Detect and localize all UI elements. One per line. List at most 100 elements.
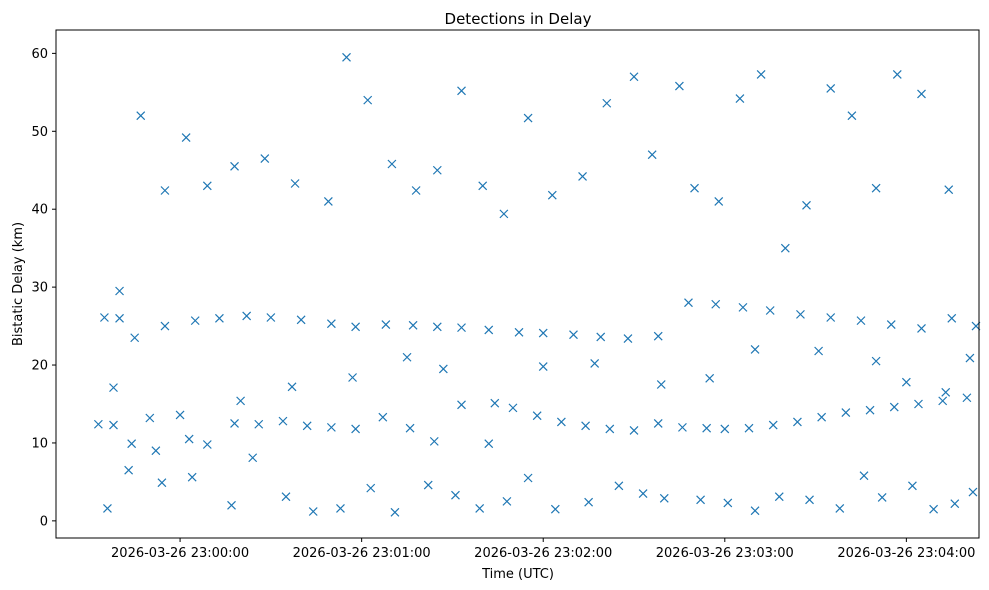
chart-title: Detections in Delay <box>445 10 592 28</box>
data-point <box>523 473 533 483</box>
data-point <box>99 313 109 322</box>
data-point <box>780 243 790 253</box>
data-point <box>160 186 170 195</box>
data-point <box>184 434 194 444</box>
data-point <box>124 465 134 475</box>
data-point <box>187 472 197 482</box>
data-point <box>254 419 264 429</box>
data-point <box>596 332 606 342</box>
data-point <box>484 439 494 449</box>
data-point <box>278 416 288 426</box>
data-point <box>847 111 857 121</box>
data-point <box>871 356 881 366</box>
data-point <box>590 359 600 368</box>
data-point <box>348 373 357 382</box>
data-point <box>136 111 146 121</box>
data-point <box>423 480 433 490</box>
data-point <box>326 319 336 329</box>
data-point <box>623 334 633 343</box>
y-tick-label: 50 <box>31 125 48 140</box>
data-point <box>290 179 300 188</box>
data-point <box>508 403 518 413</box>
data-point <box>865 405 875 415</box>
data-point <box>145 413 155 423</box>
data-point <box>457 86 466 96</box>
data-point <box>438 364 448 374</box>
data-point <box>581 421 591 431</box>
data-point <box>550 504 560 514</box>
data-point <box>175 410 185 420</box>
data-point <box>841 408 851 417</box>
data-point <box>266 313 276 322</box>
data-point <box>584 497 594 507</box>
data-point <box>326 422 336 432</box>
data-point <box>826 313 836 322</box>
data-point <box>151 446 161 456</box>
data-point <box>605 424 615 434</box>
data-point <box>696 495 706 505</box>
data-point <box>127 439 137 449</box>
data-point <box>814 346 824 356</box>
data-point <box>323 196 333 206</box>
data-point <box>432 165 442 175</box>
data-point <box>941 387 951 397</box>
data-point <box>656 380 666 389</box>
data-point <box>514 327 524 337</box>
data-point <box>260 154 270 163</box>
data-point <box>490 398 500 408</box>
data-point <box>744 423 754 433</box>
data-point <box>157 478 167 488</box>
data-point <box>602 98 612 108</box>
data-point <box>723 498 733 508</box>
y-axis-label: Bistatic Delay (km) <box>11 222 26 346</box>
data-point <box>214 313 224 323</box>
data-point <box>629 426 639 435</box>
data-point <box>411 186 421 195</box>
data-point <box>914 399 923 409</box>
x-tick-label: 2026-03-26 23:00:00 <box>111 546 249 561</box>
x-tick-label: 2026-03-26 23:04:00 <box>837 546 975 561</box>
data-point <box>690 183 699 193</box>
data-point <box>702 423 712 433</box>
data-point <box>287 382 297 392</box>
data-point <box>478 181 488 191</box>
data-point <box>892 69 902 79</box>
data-point <box>907 481 917 491</box>
data-point <box>886 320 896 329</box>
data-point <box>614 481 624 491</box>
data-point <box>962 393 972 403</box>
data-point <box>366 483 376 493</box>
data-point <box>889 402 899 412</box>
data-point <box>705 373 715 383</box>
data-point <box>877 493 887 502</box>
data-point <box>835 503 845 513</box>
data-point <box>502 496 512 506</box>
data-point <box>202 181 212 191</box>
data-point <box>711 299 721 309</box>
data-point <box>678 422 687 432</box>
y-tick-label: 60 <box>31 47 48 62</box>
data-point <box>242 311 252 321</box>
data-point <box>432 322 442 332</box>
data-point <box>351 424 361 434</box>
data-point <box>230 161 239 171</box>
data-point <box>944 185 954 195</box>
data-point <box>405 423 415 433</box>
data-point <box>765 306 775 315</box>
x-axis-label: Time (UTC) <box>481 567 554 582</box>
data-point <box>929 504 939 514</box>
data-point <box>351 322 361 332</box>
data-point <box>475 503 485 513</box>
data-point <box>408 320 418 330</box>
data-point <box>484 325 494 335</box>
data-point <box>202 440 212 449</box>
data-point <box>774 492 784 502</box>
data-point <box>968 487 978 497</box>
data-point <box>659 493 669 503</box>
data-point <box>859 471 869 481</box>
data-point <box>720 424 730 434</box>
data-point <box>653 419 663 428</box>
data-point <box>578 172 587 181</box>
data-point <box>451 490 460 500</box>
